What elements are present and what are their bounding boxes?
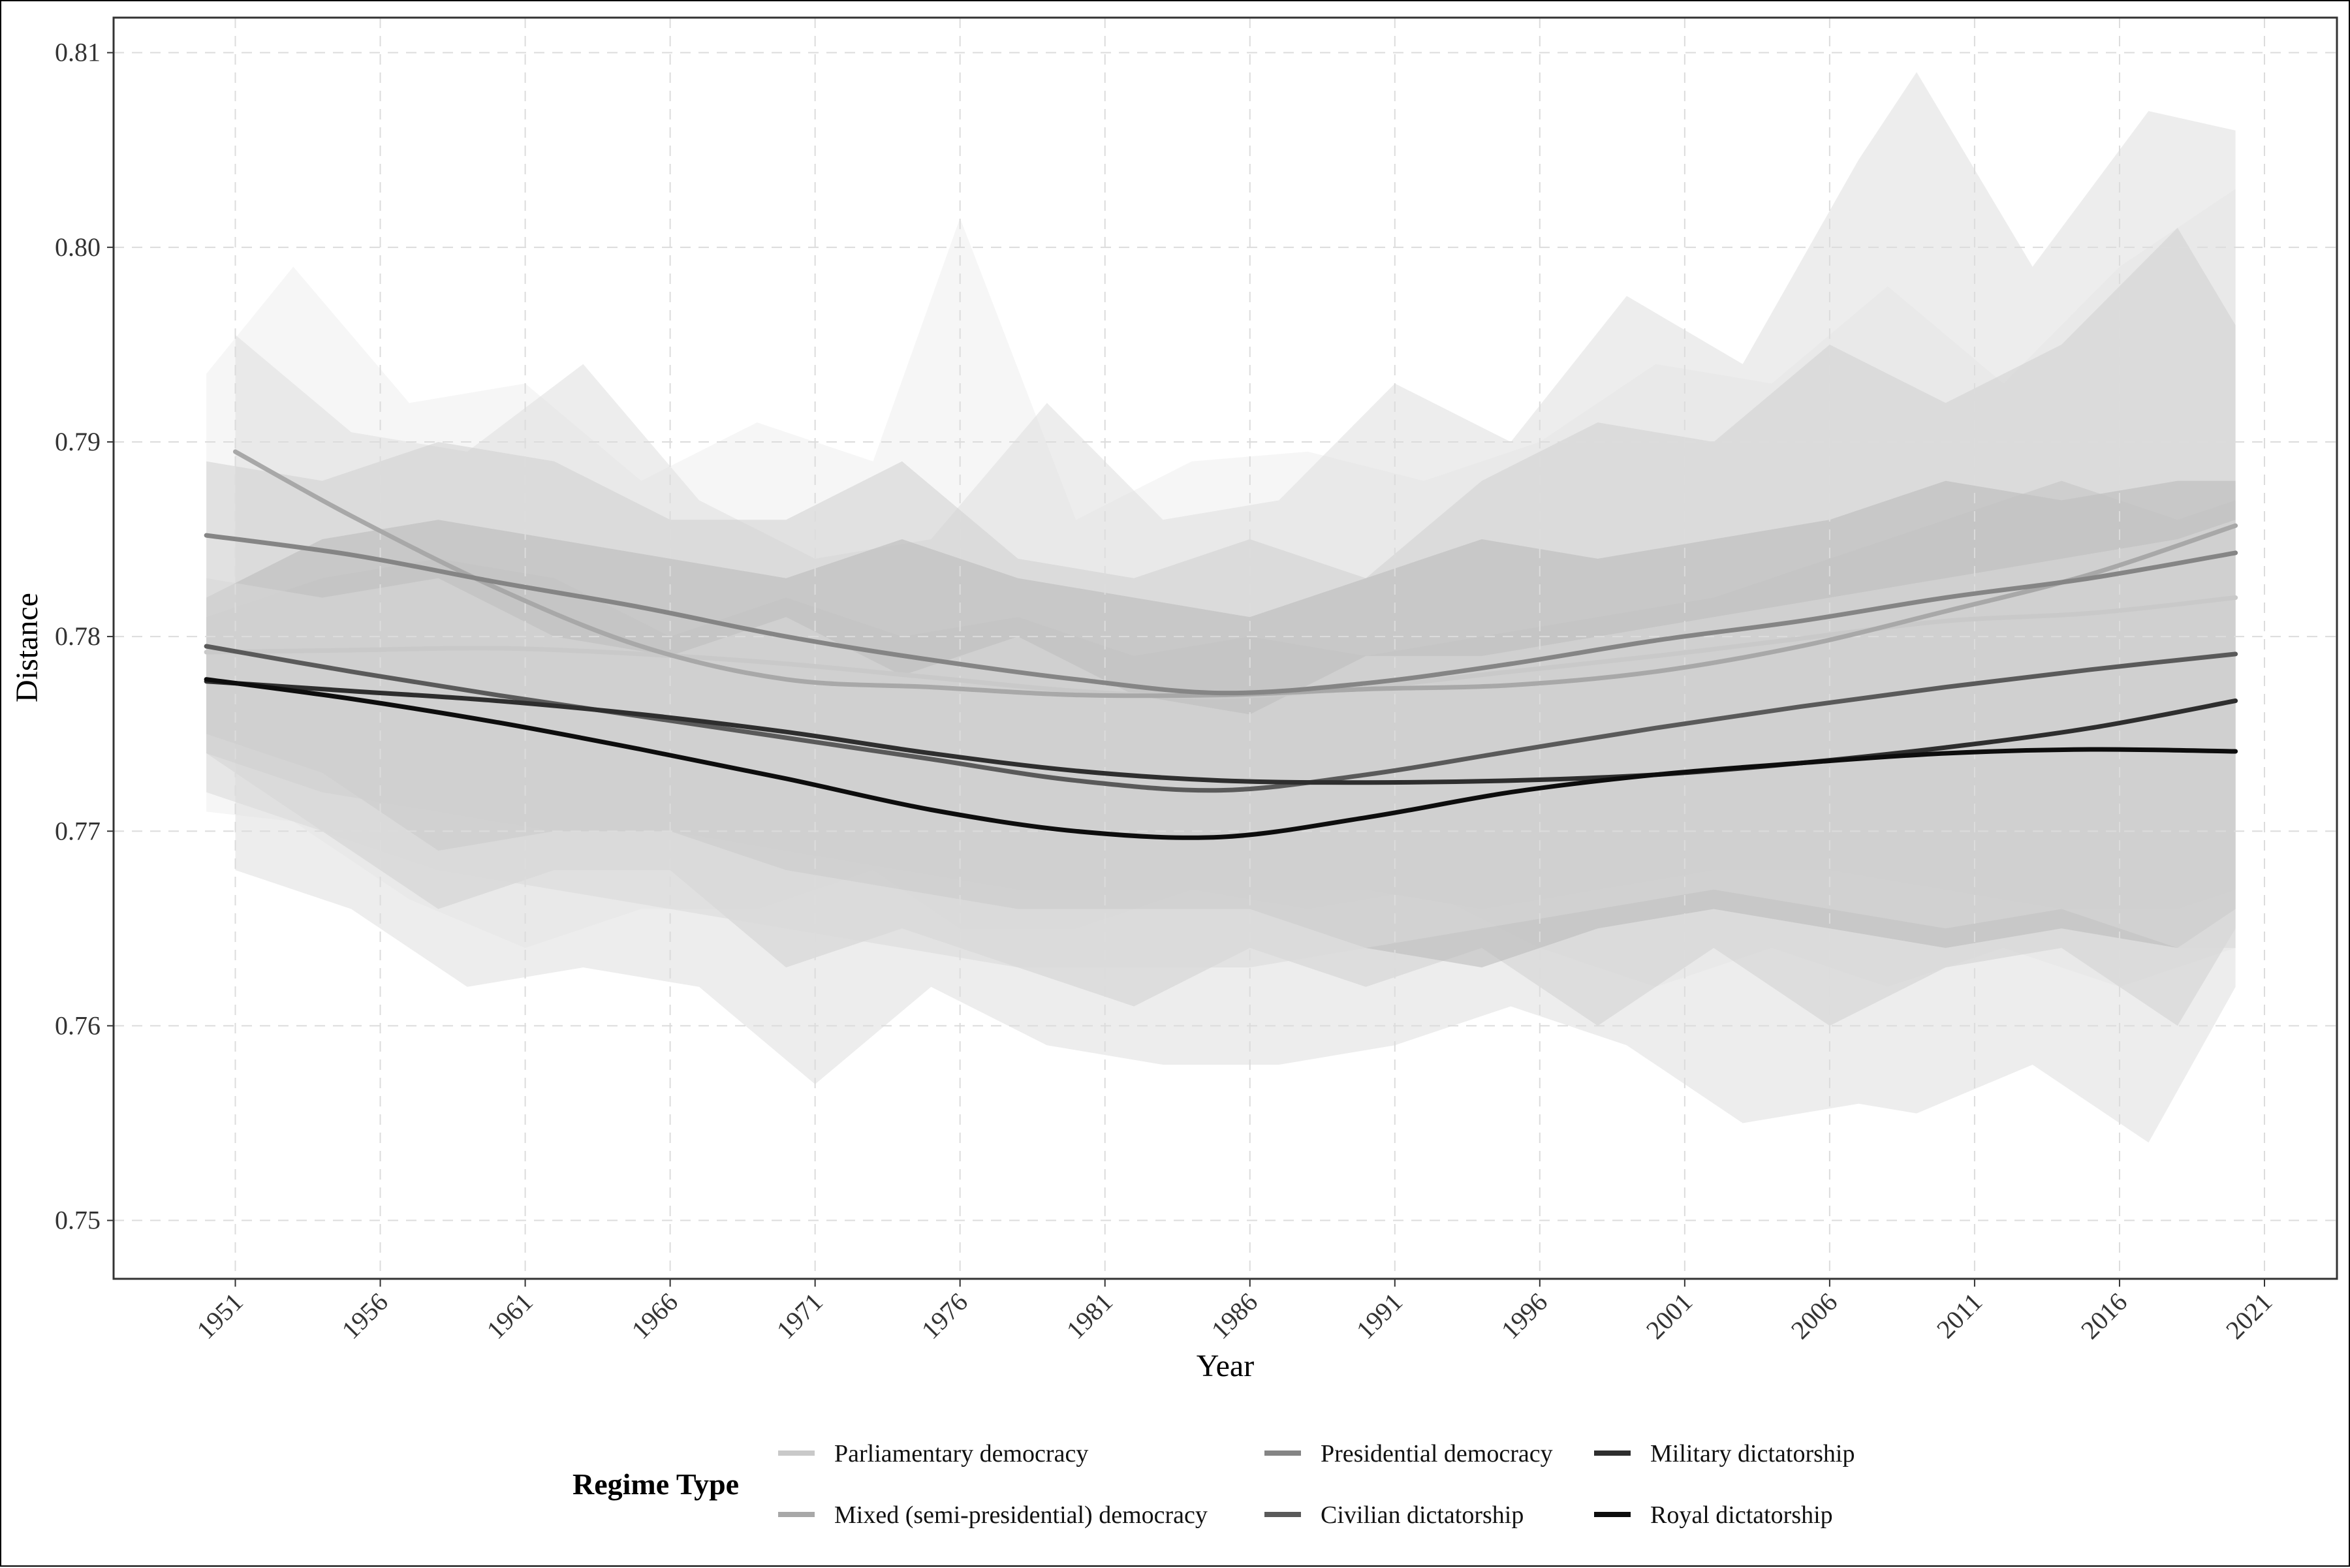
y-tick-label: 0.75 (55, 1206, 101, 1235)
x-tick-label: 2011 (1931, 1287, 1988, 1344)
legend-label: Mixed (semi-presidential) democracy (834, 1501, 1208, 1529)
trend-lines (204, 449, 2238, 840)
y-tick-label: 0.78 (55, 621, 101, 651)
trend-line-4 (204, 644, 2238, 793)
legend: Regime Type Parliamentary democracy Mixed… (572, 1440, 1855, 1529)
x-tick-label: 1986 (1206, 1287, 1263, 1345)
legend-items: Parliamentary democracy Mixed (semi-presi… (778, 1440, 1855, 1529)
x-tick-label: 2006 (1785, 1287, 1843, 1345)
x-tick-label: 1996 (1496, 1287, 1553, 1345)
x-tick-label: 2016 (2075, 1287, 2133, 1345)
x-tick-label: 1971 (771, 1287, 828, 1345)
legend-label: Parliamentary democracy (834, 1440, 1088, 1467)
confidence-bands (206, 72, 2236, 1143)
legend-title: Regime Type (572, 1467, 739, 1501)
x-tick-label: 1966 (626, 1287, 683, 1345)
legend-label: Royal dictatorship (1650, 1501, 1833, 1529)
x-tick-label: 1976 (916, 1287, 973, 1345)
y-tick-label: 0.80 (55, 232, 101, 262)
y-axis-title: Distance (10, 593, 44, 702)
x-tick-label: 2001 (1640, 1287, 1698, 1345)
y-tick-label: 0.79 (55, 427, 101, 456)
legend-label: Presidential democracy (1321, 1440, 1553, 1467)
legend-label: Military dictatorship (1650, 1440, 1855, 1467)
y-tick-label: 0.81 (55, 38, 101, 67)
x-axis-title: Year (1197, 1349, 1254, 1383)
trend-line-5 (204, 679, 2238, 785)
y-tick-label: 0.76 (55, 1011, 101, 1040)
x-tick-label: 1951 (191, 1287, 248, 1345)
x-tick-label: 1991 (1351, 1287, 1408, 1345)
x-tick-label: 1956 (336, 1287, 394, 1345)
x-tick-label: 1981 (1061, 1287, 1118, 1345)
x-axis-ticks: 1951 1956 1961 1966 1971 1976 1981 1986 1991 1996… (191, 1279, 2278, 1345)
x-tick-label: 1961 (481, 1287, 539, 1345)
y-tick-label: 0.77 (55, 816, 101, 845)
x-tick-label: 2021 (2220, 1287, 2278, 1345)
legend-label: Civilian dictatorship (1321, 1501, 1524, 1529)
plot-panel-border (112, 16, 2338, 1280)
trend-line-6 (204, 677, 2238, 840)
y-axis-ticks: 0.75 0.76 0.77 0.78 0.79 0.80 0.81 (55, 38, 114, 1235)
trend-line-3 (204, 533, 2238, 696)
